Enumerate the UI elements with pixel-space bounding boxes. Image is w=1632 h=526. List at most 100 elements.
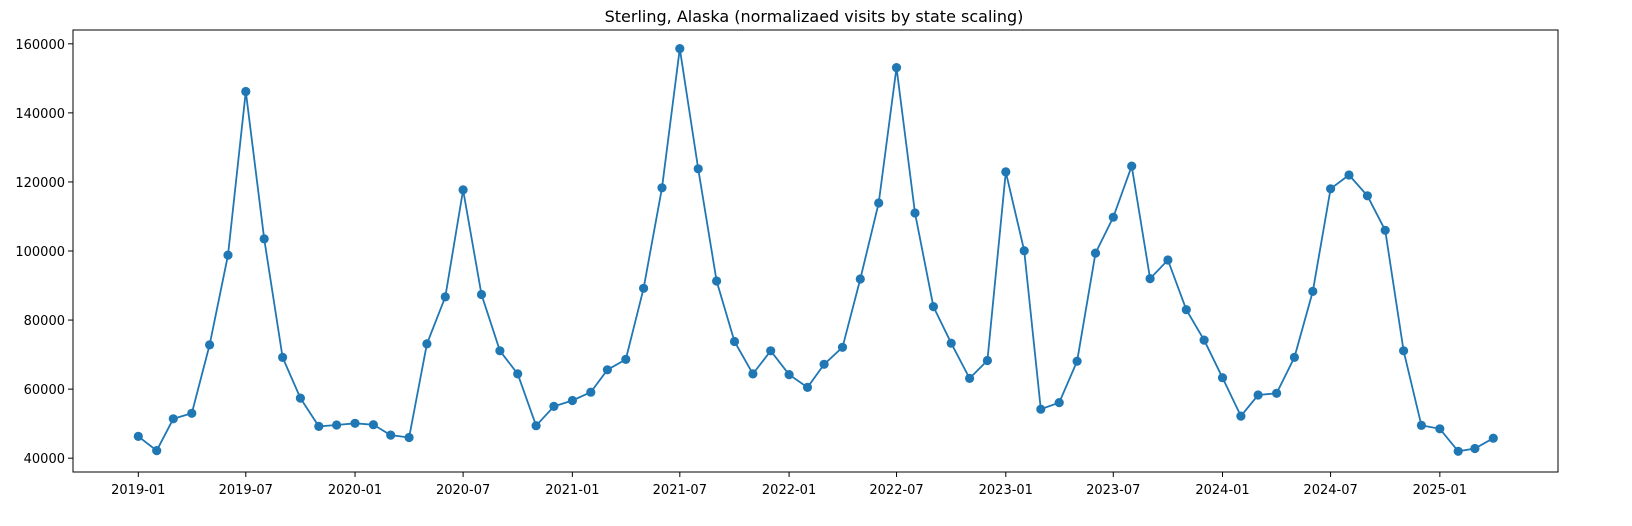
data-point — [476, 289, 487, 300]
data-point — [1272, 388, 1282, 398]
data-point — [1362, 191, 1372, 201]
data-point — [1217, 373, 1228, 383]
x-tick-label: 2022-07 — [869, 483, 923, 498]
x-tick-label: 2019-07 — [219, 483, 273, 498]
data-point — [350, 418, 360, 428]
data-point — [946, 338, 956, 348]
series-line — [137, 48, 1494, 453]
y-tick-label: 120000 — [15, 176, 65, 191]
data-point — [152, 446, 162, 456]
plot-frame — [72, 29, 1559, 473]
data-point — [1326, 184, 1336, 194]
data-point — [440, 292, 450, 302]
data-point — [748, 369, 758, 379]
data-point — [891, 63, 902, 73]
data-point — [133, 431, 143, 441]
data-point — [513, 369, 523, 379]
data-point — [784, 370, 794, 380]
data-point — [1072, 356, 1082, 366]
x-tick-label: 2020-01 — [328, 483, 382, 498]
data-point — [531, 421, 541, 431]
y-tick-label: 60000 — [24, 383, 65, 398]
data-point — [693, 164, 703, 174]
data-point — [1108, 212, 1118, 222]
data-point — [1344, 170, 1354, 180]
data-point — [766, 346, 776, 356]
data-point — [602, 365, 613, 375]
y-tick-label: 80000 — [24, 314, 65, 329]
data-point — [874, 198, 884, 208]
y-tick-label: 40000 — [24, 452, 65, 467]
x-tick-label: 2021-01 — [545, 483, 599, 498]
data-point — [1380, 225, 1390, 235]
data-point — [1289, 352, 1299, 362]
data-point — [332, 420, 342, 430]
data-point — [1416, 420, 1426, 430]
plot-area: 40000 60000 80000 100000 120000 140000 160000 2… — [15, 29, 1559, 498]
data-point — [1054, 398, 1064, 408]
x-tick-label: 2021-07 — [653, 483, 707, 498]
data-point — [1127, 161, 1137, 171]
data-point — [675, 44, 685, 54]
data-point — [1236, 411, 1246, 421]
y-tick-label: 140000 — [15, 107, 65, 122]
data-point — [495, 346, 505, 356]
x-tick-label: 2022-01 — [762, 483, 816, 498]
data-point — [1036, 404, 1046, 414]
data-point — [1181, 305, 1191, 315]
data-point — [205, 340, 215, 350]
data-point — [928, 302, 939, 312]
x-tick-label: 2020-07 — [436, 483, 490, 498]
data-point — [549, 401, 559, 411]
x-tick-label: 2024-01 — [1195, 483, 1249, 498]
data-point — [729, 336, 740, 347]
data-point — [819, 359, 829, 369]
data-point — [422, 339, 432, 349]
x-tick-label: 2019-01 — [111, 483, 165, 498]
data-point — [314, 421, 324, 431]
data-point — [1435, 424, 1445, 434]
data-point — [187, 408, 197, 418]
data-point — [1453, 446, 1463, 456]
data-point — [386, 430, 396, 440]
data-point — [295, 393, 305, 403]
data-point — [621, 354, 631, 364]
data-point — [241, 86, 251, 97]
x-tick-label: 2025-01 — [1413, 483, 1467, 498]
data-point — [368, 420, 378, 430]
data-point — [639, 283, 649, 293]
data-point — [259, 234, 269, 244]
data-point — [1001, 167, 1011, 177]
data-point — [586, 387, 596, 397]
data-point — [855, 274, 865, 284]
data-point — [837, 342, 848, 352]
x-tick-label: 2024-07 — [1303, 483, 1357, 498]
x-tick-label: 2023-01 — [979, 483, 1033, 498]
data-point — [1399, 346, 1409, 356]
y-tick-label: 160000 — [15, 38, 65, 53]
data-point — [1199, 335, 1209, 345]
y-tick-label: 100000 — [15, 245, 65, 260]
data-point — [1163, 255, 1173, 265]
data-point — [802, 382, 813, 392]
data-point — [1019, 246, 1029, 256]
data-point — [1145, 274, 1155, 284]
data-point — [1488, 433, 1498, 443]
x-tick-label: 2023-07 — [1086, 483, 1140, 498]
data-point — [657, 183, 667, 193]
data-point — [404, 432, 414, 443]
data-point — [1253, 390, 1263, 400]
data-point — [982, 355, 993, 366]
data-point — [1090, 248, 1101, 258]
data-point — [278, 352, 288, 362]
data-point — [458, 185, 468, 195]
data-point — [910, 208, 920, 218]
chart-title: Sterling, Alaska (normalizaed visits by … — [605, 7, 1024, 26]
data-point — [965, 373, 975, 383]
data-point — [567, 395, 578, 406]
data-point — [223, 250, 233, 260]
data-point — [1470, 443, 1480, 454]
data-point — [168, 414, 178, 424]
data-point — [1308, 286, 1318, 296]
